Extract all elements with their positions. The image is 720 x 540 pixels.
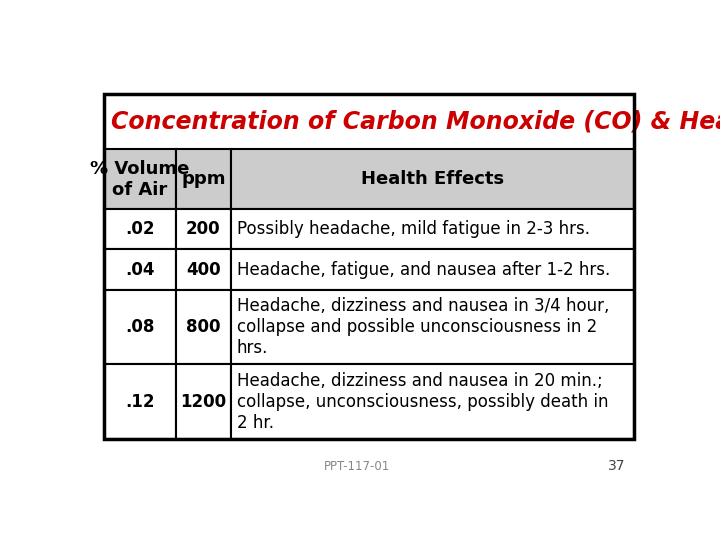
Bar <box>231 209 634 249</box>
Bar <box>104 290 176 364</box>
Text: 1200: 1200 <box>180 393 226 411</box>
Bar <box>176 364 231 439</box>
Text: Possibly headache, mild fatigue in 2-3 hrs.: Possibly headache, mild fatigue in 2-3 h… <box>237 220 590 238</box>
Bar <box>104 94 634 439</box>
Text: Headache, dizziness and nausea in 3/4 hour,
collapse and possible unconsciousnes: Headache, dizziness and nausea in 3/4 ho… <box>237 298 609 357</box>
Text: Health Effects: Health Effects <box>361 170 504 188</box>
Text: .12: .12 <box>125 393 155 411</box>
Text: % Volume
of Air: % Volume of Air <box>90 160 189 199</box>
Bar <box>231 290 634 364</box>
Bar <box>176 209 231 249</box>
Text: Headache, dizziness and nausea in 20 min.;
collapse, unconsciousness, possibly d: Headache, dizziness and nausea in 20 min… <box>237 372 608 431</box>
Bar <box>104 249 176 290</box>
Bar <box>104 149 176 209</box>
Text: Headache, fatigue, and nausea after 1-2 hrs.: Headache, fatigue, and nausea after 1-2 … <box>237 261 610 279</box>
Text: .08: .08 <box>125 318 154 336</box>
Bar <box>104 94 634 149</box>
Text: Concentration of Carbon Monoxide (CO) & Health Effects: Concentration of Carbon Monoxide (CO) & … <box>111 110 720 133</box>
Text: 37: 37 <box>608 459 626 473</box>
Bar <box>231 149 634 209</box>
Text: PPT-117-01: PPT-117-01 <box>324 460 391 472</box>
Bar <box>231 249 634 290</box>
Text: .04: .04 <box>125 261 155 279</box>
Bar <box>176 290 231 364</box>
Text: 400: 400 <box>186 261 220 279</box>
Bar <box>176 249 231 290</box>
Bar <box>176 149 231 209</box>
Bar <box>104 364 176 439</box>
Text: ppm: ppm <box>181 170 225 188</box>
Bar <box>104 209 176 249</box>
Bar <box>231 364 634 439</box>
Text: 800: 800 <box>186 318 220 336</box>
Text: 200: 200 <box>186 220 220 238</box>
Text: .02: .02 <box>125 220 155 238</box>
